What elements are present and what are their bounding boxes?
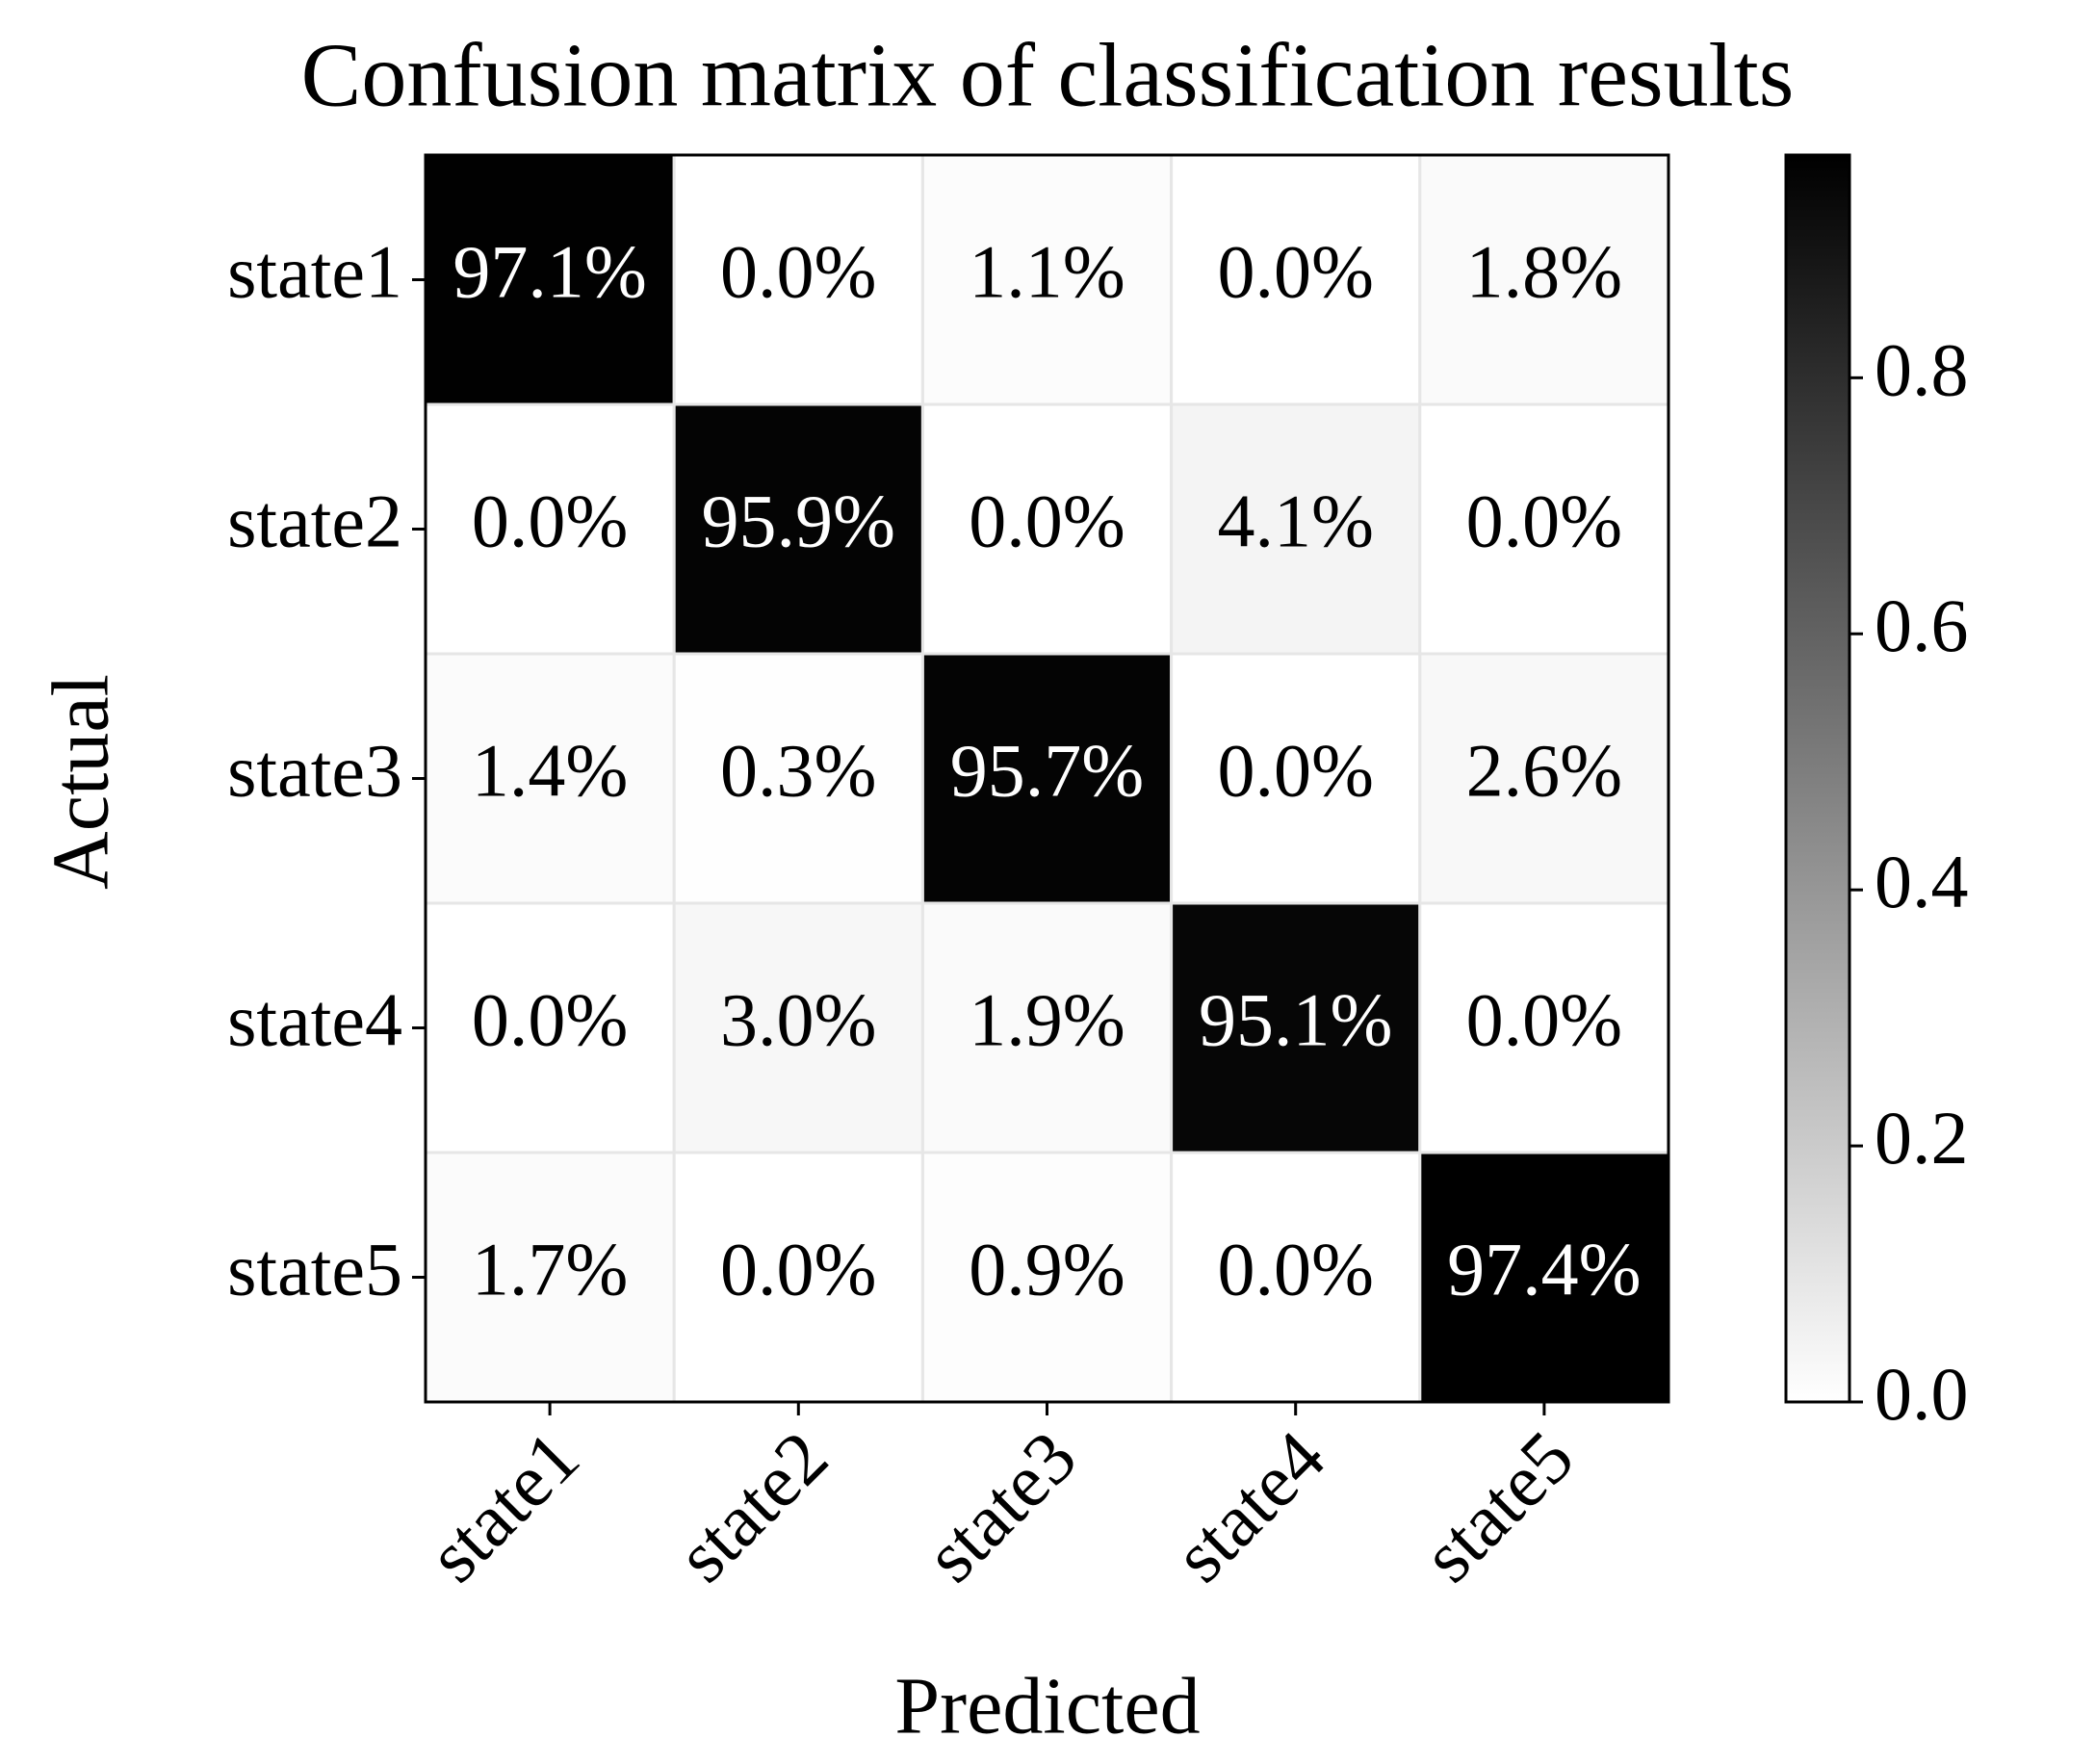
cell-label: 1.4%: [472, 728, 628, 812]
cell-label: 4.1%: [1217, 479, 1373, 562]
heatmap-cell: [424, 1151, 676, 1404]
x-tick-label: state2: [660, 1414, 843, 1597]
y-tick-label: state4: [227, 977, 402, 1061]
y-tick-label: state3: [227, 728, 402, 812]
colorbar-tick-label: 0.2: [1875, 1096, 1969, 1180]
colorbar-tick-label: 0.8: [1875, 327, 1969, 411]
cell-label: 95.9%: [702, 479, 895, 562]
colorbar-tick-label: 0.0: [1875, 1352, 1969, 1436]
x-tick-label: state4: [1157, 1414, 1340, 1597]
colorbar-tick-label: 0.4: [1875, 840, 1969, 923]
x-axis-label: Predicted: [894, 1661, 1200, 1751]
heatmap-cell: [1170, 153, 1422, 406]
cell-label: 1.7%: [472, 1227, 628, 1310]
cell-label: 0.0%: [969, 479, 1125, 562]
heatmap-cell: [672, 1151, 924, 1404]
heatmap-cell: [920, 402, 1174, 656]
cell-label: 0.0%: [1217, 728, 1373, 812]
heatmap-cell: [1170, 652, 1422, 905]
cell-label: 95.7%: [950, 728, 1144, 812]
colorbar-tick-label: 0.6: [1875, 584, 1969, 667]
colorbar: [1784, 153, 1851, 1404]
heatmap-cell: [672, 901, 924, 1154]
x-tick-label: state5: [1406, 1414, 1589, 1597]
heatmap-cell: [1170, 901, 1422, 1154]
cell-label: 0.0%: [1466, 977, 1622, 1061]
cell-label: 0.9%: [969, 1227, 1125, 1310]
x-tick-label: state3: [909, 1414, 1092, 1597]
heatmap-cell: [920, 1151, 1174, 1404]
heatmap-cell: [1418, 1151, 1670, 1404]
cell-label: 3.0%: [720, 977, 876, 1061]
cell-label: 0.0%: [472, 479, 628, 562]
cell-label: 0.0%: [1217, 229, 1373, 313]
heatmap-cell: [424, 402, 676, 656]
y-tick-label: state2: [227, 479, 402, 562]
cell-label: 0.0%: [720, 229, 876, 313]
y-axis-label: Actual: [36, 674, 125, 890]
heatmap-cell: [1418, 153, 1670, 406]
heatmap-cell: [920, 901, 1174, 1154]
x-tick-label: state1: [412, 1414, 595, 1597]
heatmap-cell: [672, 652, 924, 905]
cell-label: 2.6%: [1466, 728, 1622, 812]
cell-label: 0.0%: [1466, 479, 1622, 562]
cell-label: 0.3%: [720, 728, 876, 812]
cell-label: 97.4%: [1447, 1227, 1641, 1310]
cell-label: 0.0%: [720, 1227, 876, 1310]
cell-label: 1.8%: [1466, 229, 1622, 313]
cell-label: 0.0%: [472, 977, 628, 1061]
heatmap-cell: [1418, 901, 1670, 1154]
y-tick-label: state1: [227, 229, 402, 313]
heatmap-cell: [1418, 652, 1670, 905]
cell-label: 95.1%: [1199, 977, 1392, 1061]
chart-title: Confusion matrix of classification resul…: [301, 26, 1795, 126]
y-tick-label: state5: [227, 1227, 402, 1310]
heatmap-cell: [672, 153, 924, 406]
cell-label: 1.1%: [969, 229, 1125, 313]
heatmap-cell: [424, 153, 676, 406]
heatmap-cell: [1418, 402, 1670, 656]
cell-label: 0.0%: [1217, 1227, 1373, 1310]
cell-label: 97.1%: [453, 229, 646, 313]
heatmap-cell: [920, 652, 1174, 905]
cell-label: 1.9%: [969, 977, 1125, 1061]
